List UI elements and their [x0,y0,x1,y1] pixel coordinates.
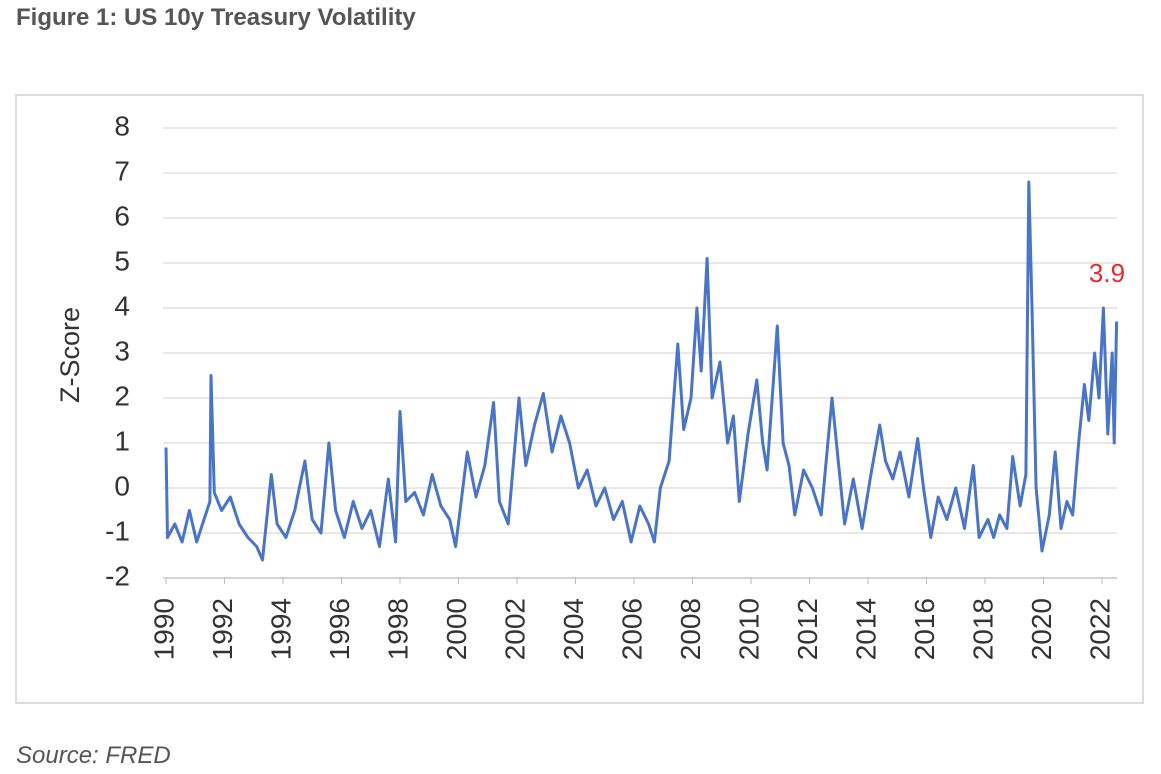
x-tick-label: 2022 [1084,598,1115,660]
y-tick-label: 0 [114,470,130,501]
y-tick-label: 2 [114,380,130,411]
x-tick-label: 2012 [792,598,823,660]
y-tick-label: 7 [114,155,130,186]
y-tick-label: 6 [114,200,130,231]
y-tick-label: 1 [114,425,130,456]
y-tick-label: 3 [114,335,130,366]
x-tick-label: 2004 [558,598,589,660]
line-series [164,180,1119,562]
source-note: Source: FRED [16,742,171,769]
y-tick-label: 4 [114,290,130,321]
x-tick-label: 2000 [441,598,472,660]
x-tick-label: 2014 [850,598,881,660]
x-tick-label: 2020 [1026,598,1057,660]
x-tick-label: 2008 [675,598,706,660]
x-tick-label: 1996 [324,598,355,660]
x-tick-label: 1994 [265,598,296,660]
x-tick-label: 2010 [733,598,764,660]
x-tick-label: 1990 [148,598,179,660]
figure-title: Figure 1: US 10y Treasury Volatility [16,4,416,31]
x-tick-label: 2006 [616,598,647,660]
x-tick-label: 1998 [382,598,413,660]
x-tick-label: 2016 [909,598,940,660]
y-tick-label: -1 [105,515,130,546]
x-tick-label: 2018 [967,598,998,660]
y-tick-label: 8 [114,110,130,141]
y-axis-label: Z-Score [55,307,85,403]
chart-frame [15,94,1144,704]
x-tick-label: 2002 [499,598,530,660]
y-tick-label: -2 [105,560,130,591]
y-tick-label: 5 [114,245,130,276]
x-tick-label: 1992 [207,598,238,660]
annotation: 3.9 [1089,258,1125,288]
